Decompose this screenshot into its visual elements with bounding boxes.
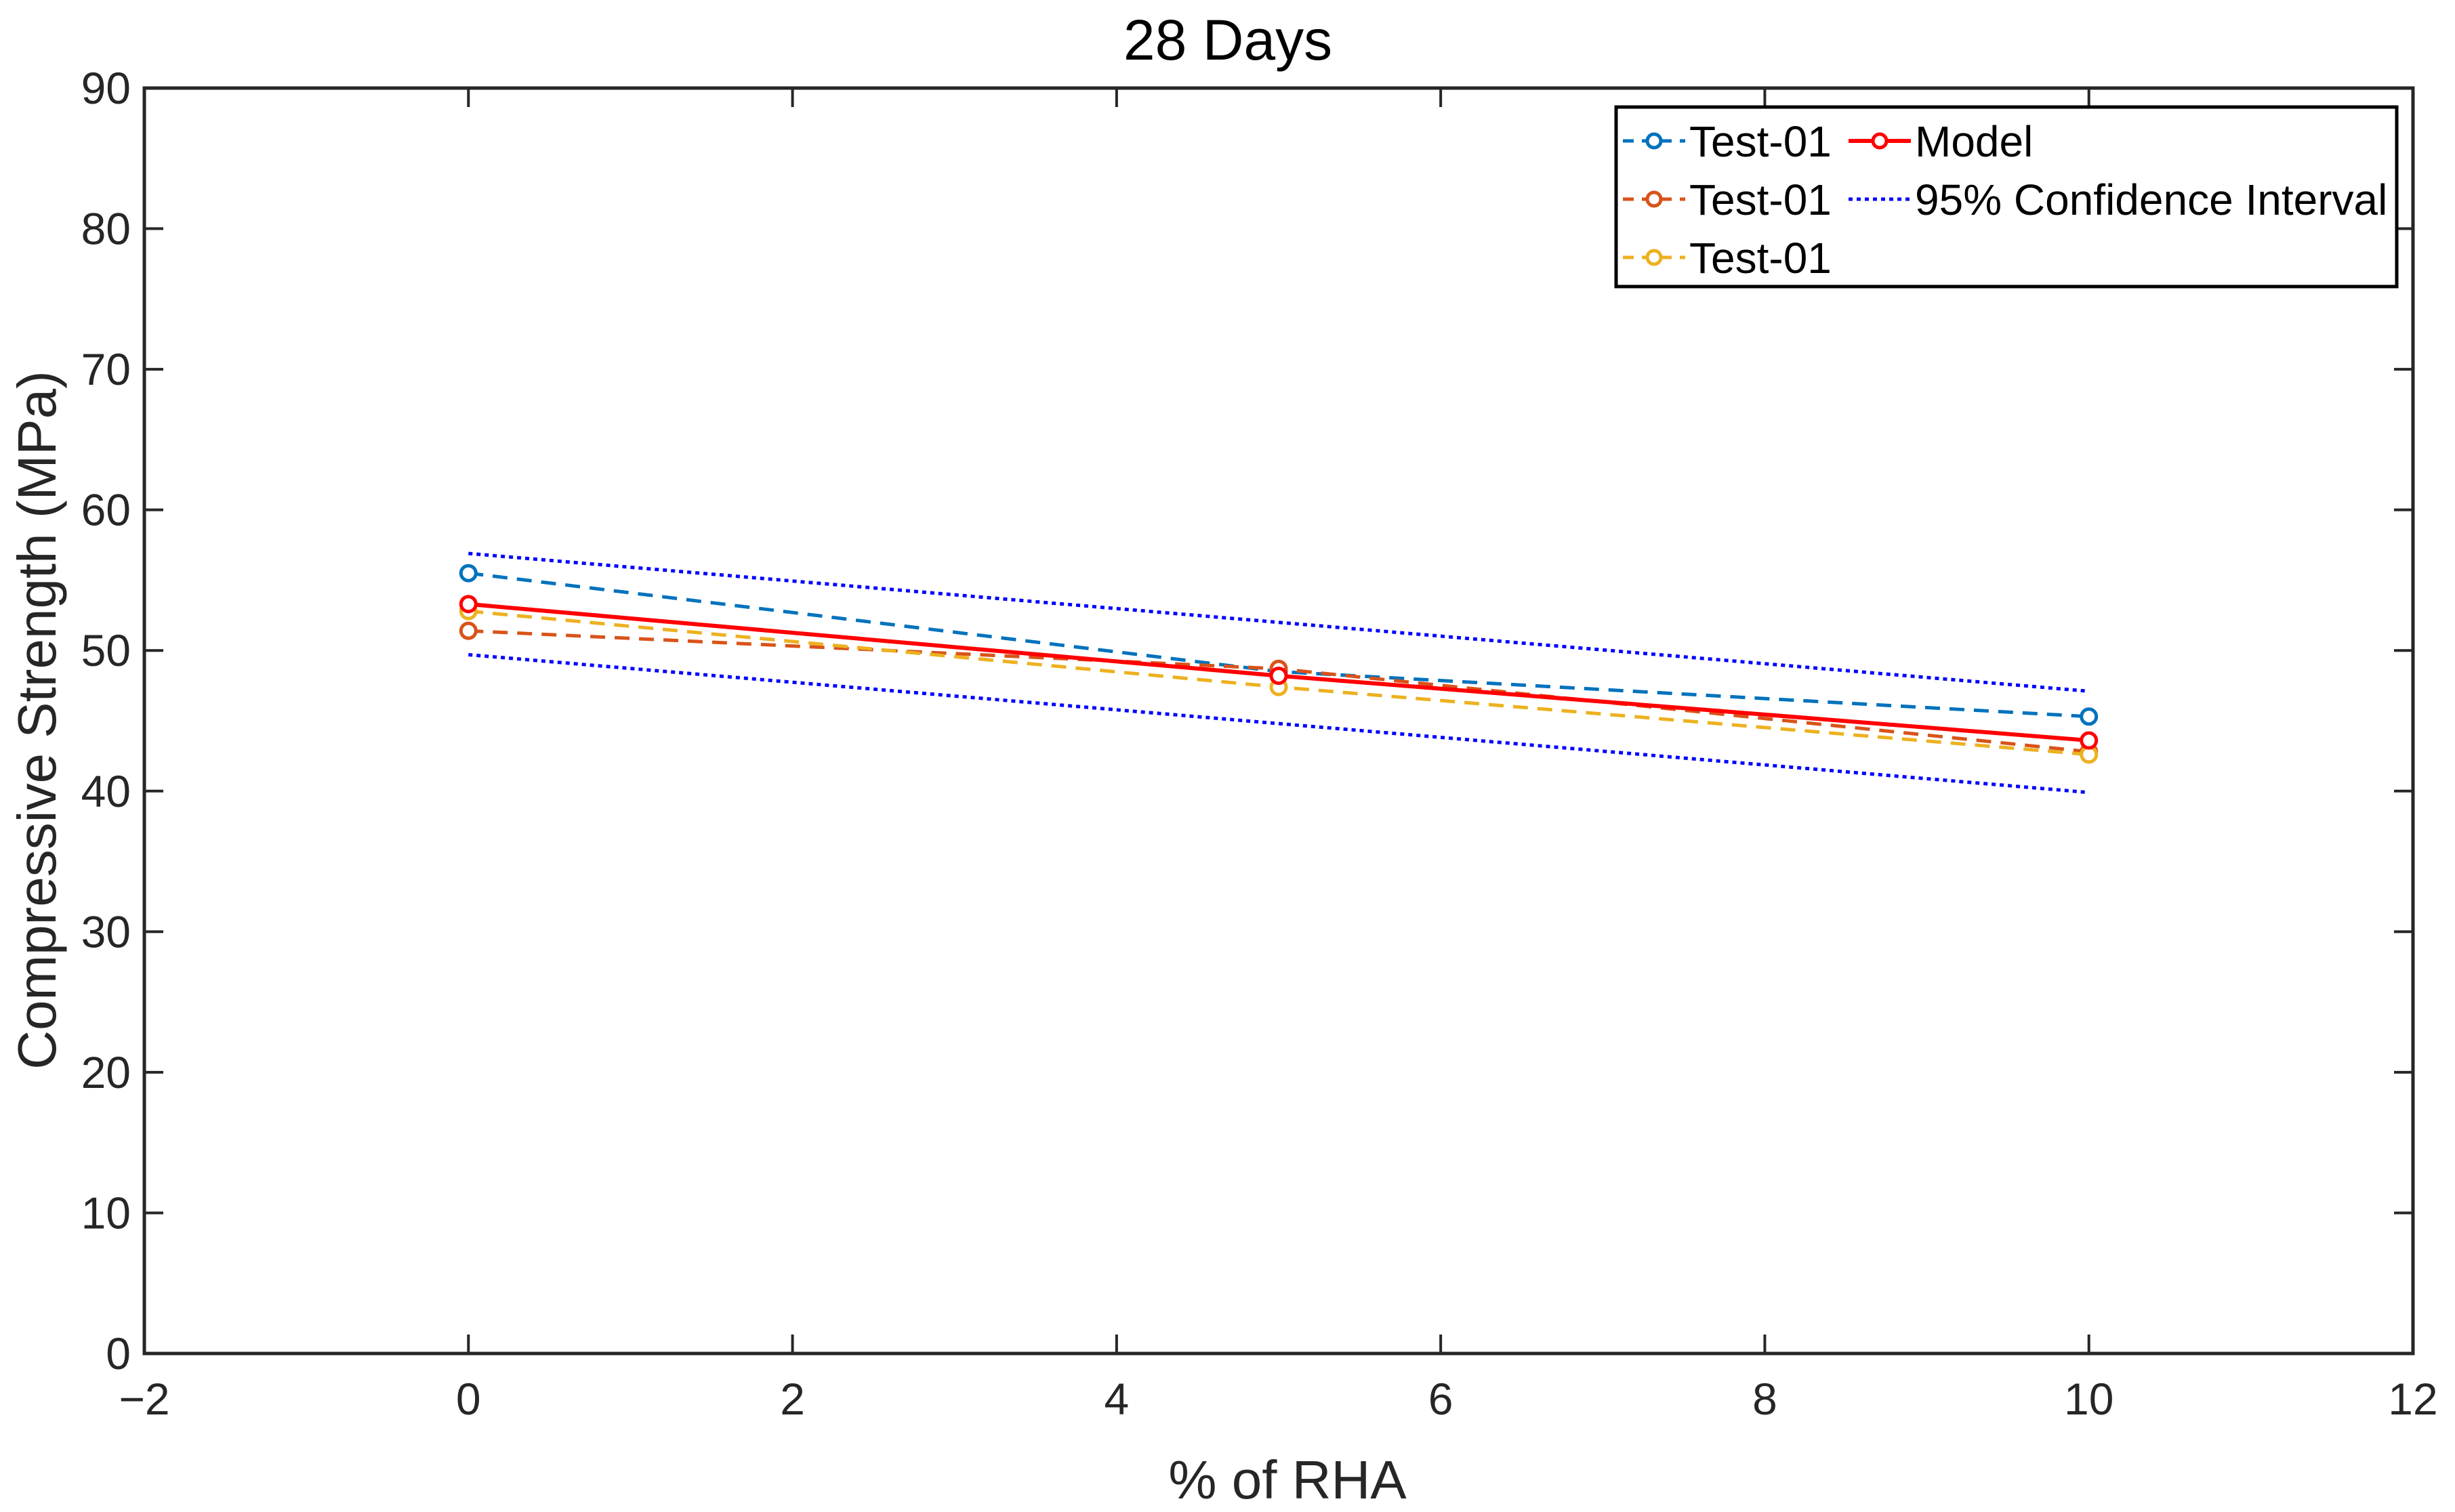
y-tick-label: 40	[81, 766, 131, 816]
y-tick-label: 60	[81, 485, 131, 535]
series-line	[468, 551, 2089, 693]
data-point	[2080, 731, 2099, 750]
y-tick-label: 10	[81, 1188, 131, 1238]
legend-label: Test-01	[1689, 175, 1832, 224]
x-tick-label: −2	[119, 1374, 169, 1424]
legend-label: Test-01	[1689, 117, 1832, 166]
legend-swatch-marker	[1645, 132, 1663, 150]
data-point	[459, 621, 478, 640]
legend-swatch-marker	[1871, 132, 1889, 150]
legend-swatch-marker	[1645, 249, 1663, 266]
data-point	[1269, 667, 1288, 686]
data-point	[459, 595, 478, 614]
x-tick-label: 8	[1752, 1374, 1777, 1424]
y-tick-label: 20	[81, 1047, 131, 1097]
chart-title: 28 Days	[1123, 8, 1332, 72]
legend-label: Test-01	[1689, 234, 1832, 282]
legend-swatch-marker	[1645, 190, 1663, 208]
x-tick-label: 10	[2064, 1374, 2113, 1424]
y-tick-label: 50	[81, 625, 131, 675]
data-point	[2080, 707, 2099, 726]
series-line	[468, 652, 2089, 795]
x-axis-label: % of RHA	[1168, 1450, 1407, 1510]
x-tick-label: 12	[2388, 1374, 2437, 1424]
y-tick-label: 30	[81, 906, 131, 957]
y-tick-label: 0	[106, 1328, 131, 1379]
y-axis-label: Compressive Strength (MPa)	[7, 371, 67, 1069]
plot-frame	[142, 86, 2415, 1356]
y-tick-label: 90	[81, 63, 131, 113]
legend: Test-01 Test-01 Test-01 Model 95% Confidence…	[1614, 105, 2399, 289]
plot-series	[459, 551, 2099, 795]
legend-label: Model	[1915, 117, 2033, 166]
data-point	[459, 564, 478, 583]
legend-label: 95% Confidence Interval	[1915, 175, 2387, 224]
x-tick-label: 4	[1104, 1374, 1129, 1424]
y-tick-label: 80	[81, 204, 131, 254]
legend-box	[1614, 105, 2399, 289]
x-tick-label: 0	[456, 1374, 481, 1424]
x-tick-label: 2	[780, 1374, 805, 1424]
x-tick-label: 6	[1428, 1374, 1453, 1424]
y-tick-label: 70	[81, 344, 131, 394]
